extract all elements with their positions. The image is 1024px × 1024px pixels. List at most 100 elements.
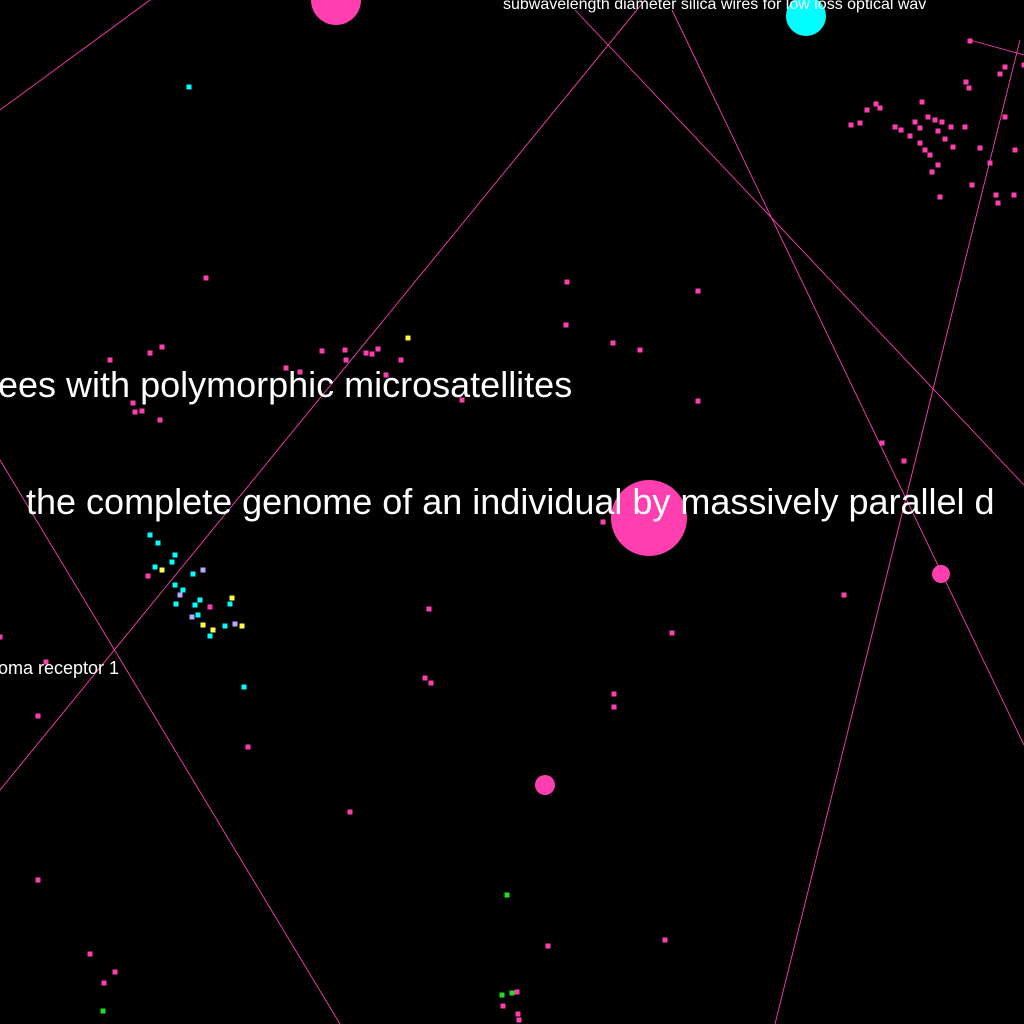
graph-node-small[interactable]	[159, 567, 165, 573]
graph-node-small[interactable]	[864, 107, 870, 113]
graph-node-small[interactable]	[929, 169, 935, 175]
graph-node-small[interactable]	[200, 567, 206, 573]
graph-node-small[interactable]	[101, 980, 107, 986]
graph-node-small[interactable]	[207, 604, 213, 610]
graph-node-small[interactable]	[87, 951, 93, 957]
graph-node-small[interactable]	[147, 350, 153, 356]
graph-node-small[interactable]	[1012, 147, 1018, 153]
graph-node-small[interactable]	[229, 595, 235, 601]
graph-node-small[interactable]	[901, 458, 907, 464]
graph-node-medium[interactable]	[535, 775, 555, 795]
graph-node-small[interactable]	[919, 99, 925, 105]
graph-node-small[interactable]	[180, 587, 186, 593]
graph-node-small[interactable]	[147, 532, 153, 538]
graph-node-small[interactable]	[139, 408, 145, 414]
graph-node-small[interactable]	[499, 992, 505, 998]
graph-node-small[interactable]	[939, 119, 945, 125]
graph-node-small[interactable]	[35, 713, 41, 719]
graph-node-small[interactable]	[504, 892, 510, 898]
graph-node-small[interactable]	[509, 990, 515, 996]
graph-node-small[interactable]	[969, 182, 975, 188]
graph-node-small[interactable]	[428, 680, 434, 686]
graph-node-small[interactable]	[935, 128, 941, 134]
graph-node-small[interactable]	[203, 275, 209, 281]
graph-node-small[interactable]	[963, 79, 969, 85]
graph-node-small[interactable]	[912, 119, 918, 125]
graph-node-small[interactable]	[977, 145, 983, 151]
graph-node-small[interactable]	[186, 84, 192, 90]
graph-node-small[interactable]	[1002, 64, 1008, 70]
graph-node-small[interactable]	[932, 117, 938, 123]
graph-node-small[interactable]	[695, 398, 701, 404]
graph-node-small[interactable]	[514, 989, 520, 995]
graph-node-small[interactable]	[937, 194, 943, 200]
graph-node-small[interactable]	[873, 101, 879, 107]
graph-node-small[interactable]	[1002, 114, 1008, 120]
graph-node-small[interactable]	[130, 400, 136, 406]
graph-node-small[interactable]	[610, 340, 616, 346]
graph-node-small[interactable]	[172, 582, 178, 588]
graph-node-small[interactable]	[177, 592, 183, 598]
graph-node-small[interactable]	[563, 322, 569, 328]
graph-node-small[interactable]	[848, 122, 854, 128]
graph-node-small[interactable]	[172, 552, 178, 558]
graph-node-small[interactable]	[283, 365, 289, 371]
graph-node-small[interactable]	[207, 633, 213, 639]
graph-node-small[interactable]	[600, 519, 606, 525]
graph-node-small[interactable]	[669, 630, 675, 636]
graph-node-small[interactable]	[210, 627, 216, 633]
graph-node-small[interactable]	[343, 357, 349, 363]
graph-node-small[interactable]	[966, 85, 972, 91]
graph-node-small[interactable]	[1021, 62, 1024, 68]
graph-node-small[interactable]	[363, 350, 369, 356]
graph-node-small[interactable]	[841, 592, 847, 598]
graph-node-small[interactable]	[173, 601, 179, 607]
graph-node-small[interactable]	[516, 1017, 522, 1023]
graph-node-small[interactable]	[857, 120, 863, 126]
graph-node-small[interactable]	[917, 125, 923, 131]
graph-node-small[interactable]	[500, 1003, 506, 1009]
graph-node-small[interactable]	[319, 348, 325, 354]
graph-node-small[interactable]	[241, 684, 247, 690]
graph-node-small[interactable]	[157, 417, 163, 423]
graph-node-small[interactable]	[189, 614, 195, 620]
graph-node-small[interactable]	[993, 192, 999, 198]
graph-node-large[interactable]	[311, 0, 361, 25]
graph-node-small[interactable]	[925, 114, 931, 120]
graph-node-small[interactable]	[222, 623, 228, 629]
graph-node-small[interactable]	[342, 347, 348, 353]
graph-node-small[interactable]	[892, 124, 898, 130]
graph-node-small[interactable]	[515, 1011, 521, 1017]
graph-node-small[interactable]	[227, 601, 233, 607]
graph-node-medium[interactable]	[932, 565, 950, 583]
graph-node-small[interactable]	[145, 573, 151, 579]
graph-node-small[interactable]	[200, 622, 206, 628]
graph-node-large[interactable]	[611, 480, 687, 556]
graph-node-small[interactable]	[942, 136, 948, 142]
graph-node-small[interactable]	[426, 606, 432, 612]
graph-node-small[interactable]	[159, 344, 165, 350]
graph-node-small[interactable]	[398, 357, 404, 363]
graph-node-small[interactable]	[43, 659, 49, 665]
graph-node-small[interactable]	[950, 144, 956, 150]
graph-node-small[interactable]	[107, 357, 113, 363]
graph-node-small[interactable]	[169, 559, 175, 565]
graph-node-small[interactable]	[695, 288, 701, 294]
graph-node-small[interactable]	[997, 71, 1003, 77]
graph-node-small[interactable]	[347, 809, 353, 815]
graph-node-small[interactable]	[152, 564, 158, 570]
graph-node-small[interactable]	[987, 160, 993, 166]
graph-node-small[interactable]	[967, 38, 973, 44]
graph-node-small[interactable]	[962, 124, 968, 130]
graph-node-small[interactable]	[637, 347, 643, 353]
graph-node-small[interactable]	[0, 634, 3, 640]
graph-node-small[interactable]	[877, 105, 883, 111]
graph-node-small[interactable]	[917, 140, 923, 146]
graph-node-small[interactable]	[1011, 192, 1017, 198]
graph-node-small[interactable]	[927, 152, 933, 158]
graph-node-small[interactable]	[112, 969, 118, 975]
graph-node-small[interactable]	[459, 397, 465, 403]
graph-node-small[interactable]	[195, 612, 201, 618]
